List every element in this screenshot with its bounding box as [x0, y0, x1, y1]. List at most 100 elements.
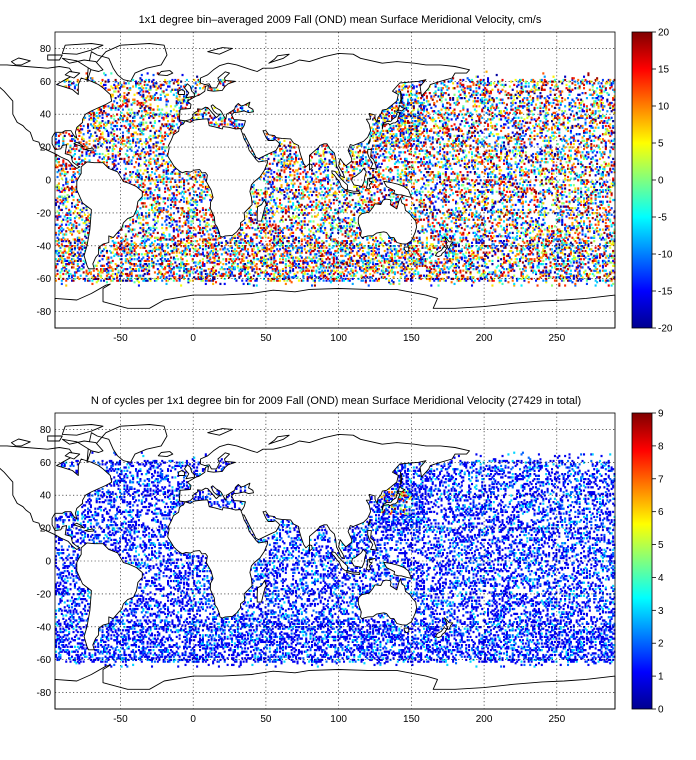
data-cell	[205, 238, 207, 240]
data-cell	[352, 283, 354, 285]
data-cell	[259, 235, 261, 237]
data-cell	[214, 225, 216, 227]
data-cell	[134, 229, 136, 231]
data-cell	[609, 232, 611, 234]
data-cell	[355, 266, 357, 268]
data-cell	[521, 284, 523, 286]
data-cell	[586, 214, 588, 216]
data-cell	[67, 245, 69, 247]
data-cell	[195, 261, 197, 263]
data-cell	[263, 227, 265, 229]
data-cell	[333, 245, 335, 247]
data-cell	[481, 265, 483, 267]
data-cell	[489, 271, 491, 273]
data-cell	[345, 266, 347, 268]
data-cell	[474, 280, 476, 282]
data-cell	[378, 268, 380, 270]
data-cell	[166, 209, 168, 211]
data-cell	[135, 220, 137, 222]
data-cell	[503, 253, 505, 255]
data-cell	[515, 245, 517, 247]
data-cell	[499, 222, 501, 224]
data-cell	[187, 207, 189, 209]
data-cell	[145, 250, 147, 252]
data-cell	[288, 240, 290, 242]
data-cell	[346, 261, 348, 263]
data-cell	[491, 260, 493, 262]
data-cell	[336, 224, 338, 226]
data-cell	[109, 250, 111, 252]
data-cell	[180, 238, 182, 240]
data-cell	[446, 227, 448, 229]
data-cell	[321, 270, 323, 272]
data-cell	[215, 270, 217, 272]
data-cell	[474, 232, 476, 234]
data-cell	[215, 242, 217, 244]
data-cell	[250, 224, 252, 226]
data-cell	[592, 227, 594, 229]
data-cell	[387, 252, 389, 254]
data-cell	[579, 270, 581, 272]
data-cell	[499, 270, 501, 272]
data-cell	[473, 268, 475, 270]
data-cell	[329, 261, 331, 263]
data-cell	[471, 242, 473, 244]
data-cell	[233, 258, 235, 260]
data-cell	[250, 237, 252, 239]
data-cell	[327, 270, 329, 272]
data-cell	[297, 257, 299, 259]
data-cell	[208, 268, 210, 270]
data-cell	[478, 270, 480, 272]
data-cell	[580, 242, 582, 244]
data-cell	[522, 238, 524, 240]
data-cell	[208, 233, 210, 235]
map-plot-area	[0, 32, 616, 328]
data-cell	[542, 260, 544, 262]
data-cell	[244, 222, 246, 224]
data-cell	[265, 270, 267, 272]
data-cell	[196, 270, 198, 272]
data-cell	[201, 235, 203, 237]
data-cell	[170, 207, 172, 209]
data-cell	[457, 230, 459, 232]
data-cell	[327, 214, 329, 216]
data-cell	[342, 255, 344, 257]
data-cell	[209, 229, 211, 231]
data-cell	[422, 242, 424, 244]
data-cell	[550, 257, 552, 259]
data-cell	[502, 235, 504, 237]
data-cell	[129, 266, 131, 268]
data-cell	[442, 278, 444, 280]
data-cell	[592, 217, 594, 219]
data-cell	[205, 212, 207, 214]
data-cell	[468, 232, 470, 234]
data-cell	[244, 263, 246, 265]
data-cell	[590, 248, 592, 250]
data-cell	[314, 280, 316, 282]
data-cell	[350, 240, 352, 242]
data-cell	[279, 258, 281, 260]
data-cell	[468, 219, 470, 221]
data-cell	[273, 250, 275, 252]
data-cell	[80, 258, 82, 260]
data-cell	[110, 245, 112, 247]
data-cell	[577, 237, 579, 239]
data-cell	[185, 243, 187, 245]
data-cell	[324, 270, 326, 272]
data-cell	[490, 276, 492, 278]
data-cell	[311, 284, 313, 286]
data-cell	[454, 242, 456, 244]
data-cell	[602, 219, 604, 221]
data-cell	[471, 284, 473, 286]
data-cell	[363, 207, 365, 209]
data-cell	[555, 280, 557, 282]
data-cell	[579, 252, 581, 254]
data-cell	[202, 261, 204, 263]
data-cell	[161, 217, 163, 219]
data-cell	[269, 243, 271, 245]
data-cell	[473, 219, 475, 221]
data-cell	[132, 233, 134, 235]
data-cell	[435, 219, 437, 221]
data-cell	[550, 265, 552, 267]
data-cell	[426, 209, 428, 211]
